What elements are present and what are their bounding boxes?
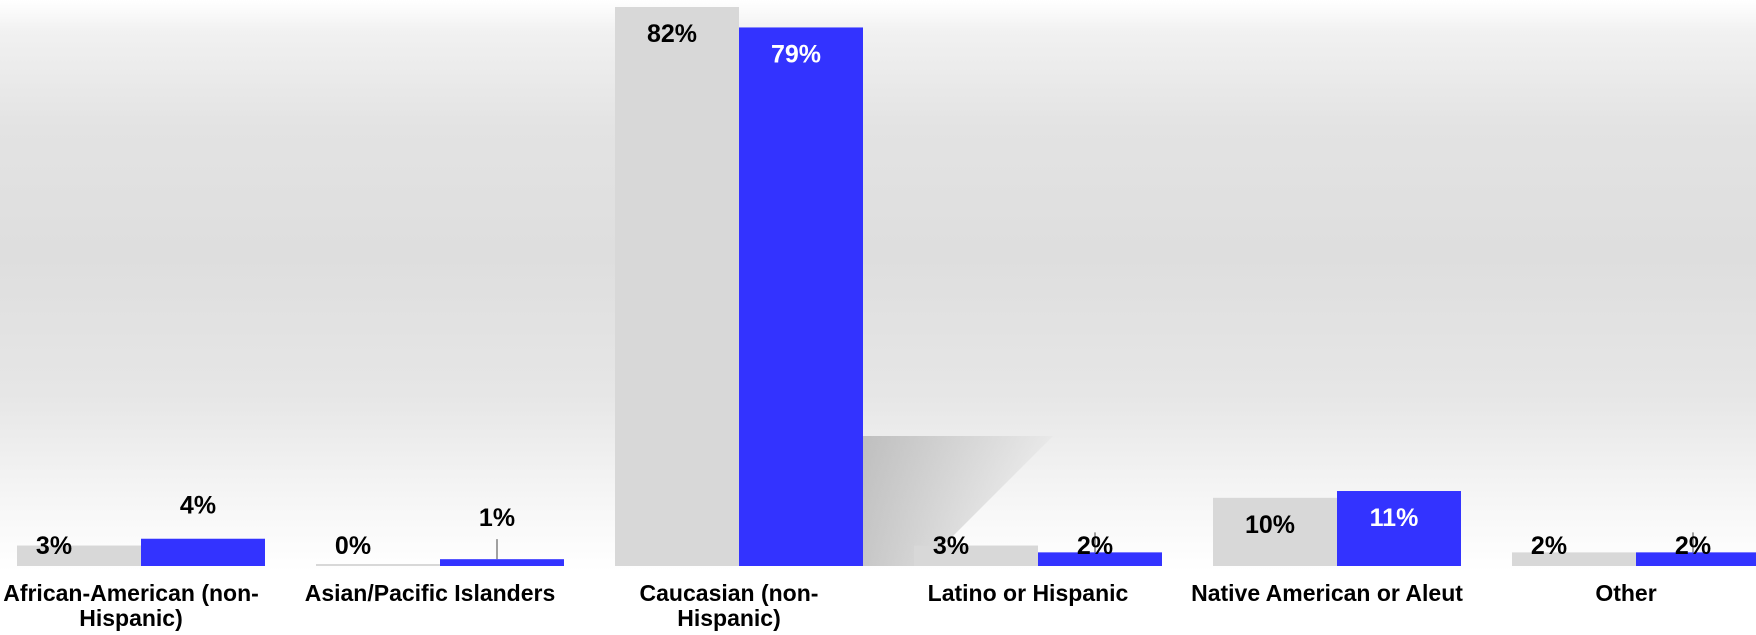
data-label-other-series-1: 2% bbox=[1531, 532, 1567, 560]
bar-native-american-or-aleut-series-2 bbox=[1337, 491, 1461, 566]
category-label-latino-or-hispanic: Latino or Hispanic bbox=[928, 580, 1129, 606]
category-label-asian-pacific-islanders: Asian/Pacific Islanders bbox=[305, 580, 556, 606]
category-label-other: Other bbox=[1595, 580, 1656, 606]
bar-shadow bbox=[863, 436, 1053, 566]
bar-caucasian-non-hispanic-series-2 bbox=[739, 27, 863, 566]
bar-african-american-non-hispanic-series-1 bbox=[17, 545, 141, 566]
data-label-native-american-or-aleut-series-2: 11% bbox=[1370, 504, 1419, 532]
bar-native-american-or-aleut-series-1 bbox=[1213, 497, 1337, 566]
bar-other-series-2 bbox=[1636, 552, 1756, 566]
data-label-asian-pacific-islanders-series-1: 0% bbox=[335, 532, 371, 560]
data-label-african-american-non-hispanic-series-2: 4% bbox=[180, 492, 216, 520]
data-label-native-american-or-aleut-series-1: 10% bbox=[1245, 511, 1295, 539]
bar-asian-pacific-islanders-series-1 bbox=[316, 564, 440, 566]
category-label-caucasian-non-hispanic-line-1: Caucasian (non- bbox=[640, 580, 819, 606]
data-label-latino-or-hispanic-series-1: 3% bbox=[933, 532, 969, 560]
bar-latino-or-hispanic-series-2 bbox=[1038, 552, 1162, 566]
bar-caucasian-non-hispanic-series-1 bbox=[615, 7, 739, 566]
data-label-other-series-2: 2% bbox=[1675, 532, 1711, 560]
bar-other-series-1 bbox=[1512, 552, 1636, 566]
category-label-native-american-or-aleut: Native American or Aleut bbox=[1191, 580, 1463, 606]
category-label-african-american-non-hispanic-line-2: Hispanic) bbox=[79, 605, 183, 631]
category-label-caucasian-non-hispanic-line-2: Hispanic) bbox=[677, 605, 781, 631]
bar-african-american-non-hispanic-series-2 bbox=[141, 538, 265, 566]
data-label-caucasian-non-hispanic-series-2: 79% bbox=[771, 40, 821, 68]
bar-asian-pacific-islanders-series-2 bbox=[440, 559, 564, 566]
data-label-latino-or-hispanic-series-2: 2% bbox=[1077, 532, 1113, 560]
category-label-african-american-non-hispanic-line-1: African-American (non- bbox=[3, 580, 259, 606]
data-label-african-american-non-hispanic-series-1: 3% bbox=[36, 532, 72, 560]
data-label-caucasian-non-hispanic-series-1: 82% bbox=[647, 20, 697, 48]
bar-latino-or-hispanic-series-1 bbox=[914, 545, 1038, 566]
data-label-asian-pacific-islanders-series-2: 1% bbox=[479, 504, 515, 532]
